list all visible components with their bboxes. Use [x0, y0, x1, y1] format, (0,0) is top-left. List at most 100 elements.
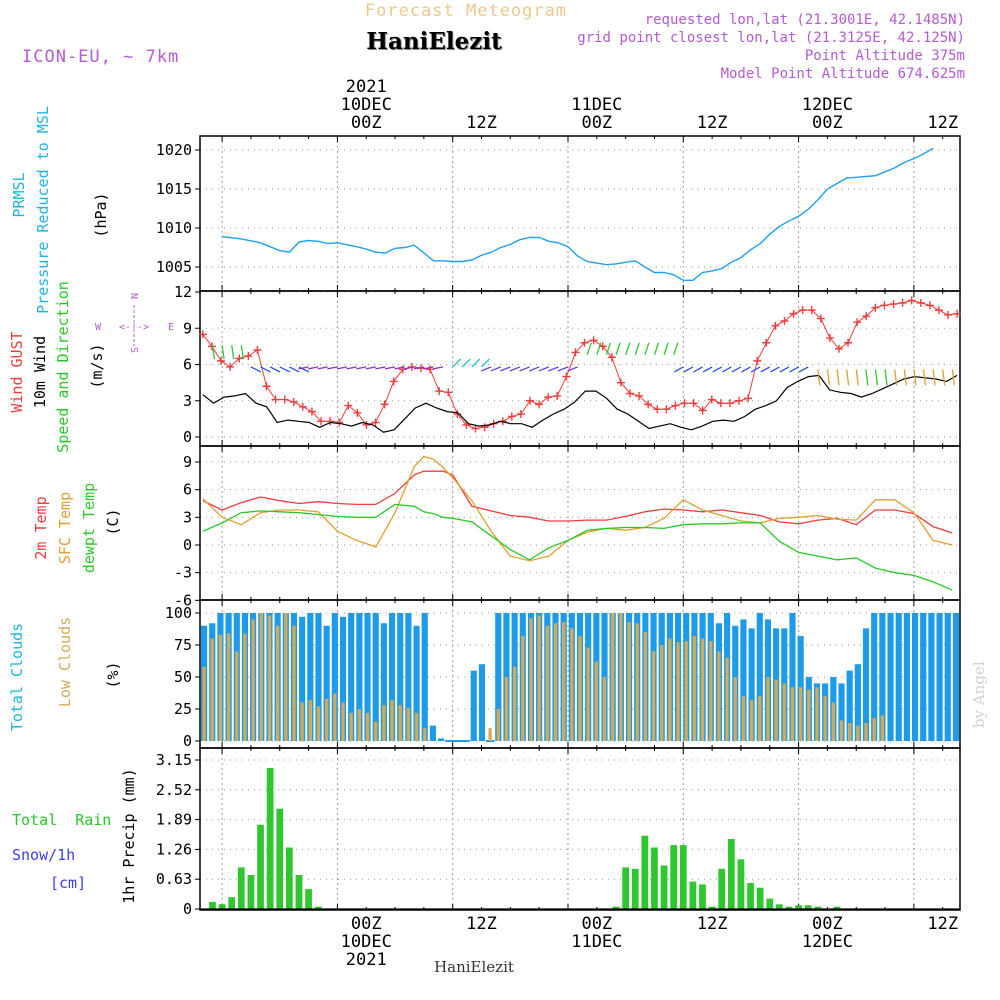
- low-cloud-bar: [635, 623, 639, 741]
- wind-arrow: [509, 366, 521, 372]
- label-gust: Wind GUST: [8, 331, 26, 412]
- gust-marker: [480, 423, 489, 432]
- low-cloud-bar: [292, 625, 296, 741]
- low-cloud-bar: [741, 696, 746, 741]
- ytick-label: 1005: [156, 258, 192, 276]
- bottom-time-label: 12Z: [697, 914, 728, 934]
- point-altitude: Point Altitude 375m: [805, 48, 965, 64]
- gust-marker: [280, 395, 289, 404]
- wind-arrow: [298, 366, 310, 373]
- compass-n: N: [130, 293, 141, 299]
- total-cloud-bar: [846, 670, 853, 741]
- gust-marker: [426, 365, 435, 374]
- wind-arrow: [951, 369, 955, 386]
- label-prmsl: PRMSL: [10, 172, 28, 217]
- wind-arrow: [779, 366, 790, 373]
- wind-arrow: [548, 366, 559, 372]
- footer-location: HaniElezit: [434, 958, 514, 976]
- low-cloud-bar: [496, 709, 500, 741]
- gust-marker: [880, 301, 889, 310]
- gust-marker: [689, 399, 698, 408]
- gust-marker: [934, 306, 943, 315]
- total-cloud-bar: [429, 725, 436, 741]
- label-snow: Snow/1h: [12, 846, 75, 864]
- wind-arrow: [269, 366, 281, 373]
- total-cloud-bar: [307, 613, 314, 741]
- low-cloud-bar: [790, 687, 795, 741]
- wind-arrow: [712, 366, 723, 373]
- gust-marker: [916, 298, 925, 307]
- gust-marker: [398, 365, 407, 374]
- ytick-label: -3: [174, 564, 192, 582]
- low-cloud-bar: [619, 613, 623, 741]
- wind-arrow: [789, 366, 799, 373]
- wind-arrow: [221, 345, 225, 360]
- top-date-label: 11DEC: [571, 95, 622, 115]
- wind-arrow: [250, 366, 262, 373]
- rain-bar: [660, 865, 668, 909]
- label-hpa: (hPa): [92, 192, 110, 237]
- bottom-time-label: 00Z: [812, 914, 843, 934]
- gust-marker: [616, 378, 625, 387]
- panel-frame: [199, 290, 961, 447]
- gust-marker: [698, 406, 707, 415]
- ytick-label: -6: [174, 591, 192, 609]
- rain-bar: [257, 824, 264, 909]
- wind-arrow: [836, 369, 840, 386]
- wind-arrow: [673, 342, 679, 356]
- wind-arrow: [231, 345, 235, 360]
- low-cloud-bar: [815, 687, 819, 741]
- wind-arrow: [423, 366, 434, 370]
- low-cloud-bar: [423, 728, 427, 741]
- gust-marker: [607, 353, 616, 362]
- low-cloud-bar: [651, 651, 656, 741]
- rain-bar: [314, 906, 322, 909]
- label-10m-wind: 10m Wind: [31, 336, 49, 408]
- rain-bar: [209, 901, 216, 909]
- low-cloud-bar: [864, 723, 868, 741]
- low-cloud-bar: [774, 679, 778, 741]
- rain-bar: [631, 868, 639, 909]
- low-cloud-bar: [823, 696, 827, 741]
- panel-frame: [199, 445, 961, 601]
- low-cloud-bar: [374, 721, 378, 741]
- compass-s: S: [130, 347, 141, 353]
- wind-arrow: [625, 342, 631, 356]
- low-cloud-bar: [308, 700, 312, 741]
- gust-marker: [771, 321, 780, 330]
- gust-marker: [844, 338, 853, 347]
- bottom-time-label: 12Z: [466, 914, 497, 934]
- compass-w: W: [95, 322, 102, 333]
- wind-arrow: [336, 366, 348, 370]
- low-cloud-bar: [611, 613, 615, 741]
- bottom-date-label: 12DEC: [802, 932, 853, 952]
- gust-marker: [707, 395, 716, 404]
- total-cloud-bar: [323, 625, 330, 741]
- gust-marker: [207, 342, 216, 351]
- label-low-clouds: Low Clouds: [56, 617, 74, 707]
- total-cloud-bar: [495, 613, 502, 741]
- rain-bar: [699, 884, 706, 909]
- total-cloud-bar: [756, 613, 763, 741]
- gust-marker: [262, 382, 271, 391]
- gust-marker: [507, 412, 516, 421]
- gust-marker: [326, 417, 335, 426]
- ytick-label: 50: [174, 668, 192, 686]
- low-cloud-bar: [709, 641, 713, 741]
- rain-bar: [228, 897, 236, 909]
- low-cloud-bar: [831, 702, 835, 741]
- sfc-temp-line: [202, 455, 953, 562]
- wind-arrow: [394, 366, 405, 370]
- bottom-time-label: 00Z: [581, 914, 612, 934]
- wind-arrow: [567, 366, 578, 372]
- wind-arrow: [384, 366, 396, 370]
- gust-marker: [671, 401, 680, 410]
- low-cloud-bar: [325, 698, 329, 741]
- gust-marker: [253, 346, 262, 354]
- total-cloud-bar: [911, 613, 919, 741]
- gust-marker: [816, 314, 825, 323]
- label-speed-dir: Speed and Direction: [54, 281, 72, 453]
- bottom-time-label: 12Z: [927, 914, 958, 934]
- total-cloud-bar: [339, 616, 347, 741]
- top-year-label: 2021: [346, 77, 387, 97]
